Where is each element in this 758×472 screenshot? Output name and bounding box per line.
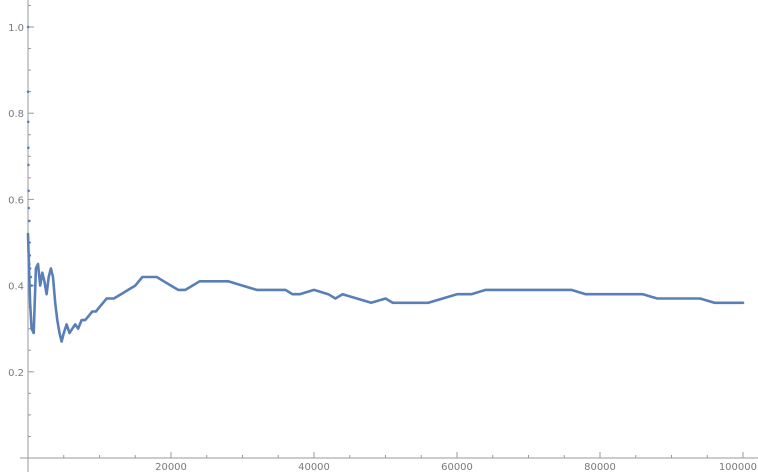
series-point-5 bbox=[27, 189, 30, 193]
series-point-11 bbox=[29, 275, 33, 279]
series-layer bbox=[26, 25, 745, 343]
x-tick-label-40000: 40000 bbox=[298, 462, 330, 472]
y-tick-label-0-2: 0.2 bbox=[8, 368, 24, 379]
series-point-10 bbox=[28, 267, 32, 270]
series-point-12 bbox=[30, 284, 33, 287]
series-point-8 bbox=[28, 241, 31, 244]
tick-labels: 20000 40000 60000 80000 100000 0.2 0.4 0… bbox=[8, 23, 757, 472]
y-tick-label-0-8: 0.8 bbox=[8, 109, 24, 120]
y-tick-label-0-6: 0.6 bbox=[8, 195, 24, 206]
y-tick-label-1-0: 1.0 bbox=[8, 23, 24, 34]
series-line-0 bbox=[26, 232, 745, 343]
ticks bbox=[28, 4, 744, 458]
series-point-0 bbox=[26, 25, 30, 29]
x-tick-label-100000: 100000 bbox=[719, 462, 757, 472]
y-tick-label-0-4: 0.4 bbox=[8, 282, 24, 293]
axes bbox=[20, 0, 758, 472]
x-tick-label-60000: 60000 bbox=[441, 462, 473, 472]
series-point-6 bbox=[27, 206, 31, 210]
series-point-9 bbox=[28, 254, 32, 257]
series-point-7 bbox=[27, 219, 31, 223]
series-point-3 bbox=[27, 146, 30, 149]
series-point-1 bbox=[26, 90, 30, 93]
series-point-2 bbox=[26, 120, 30, 124]
series-point-4 bbox=[27, 163, 30, 167]
x-tick-label-20000: 20000 bbox=[155, 462, 187, 472]
x-tick-label-80000: 80000 bbox=[584, 462, 616, 472]
